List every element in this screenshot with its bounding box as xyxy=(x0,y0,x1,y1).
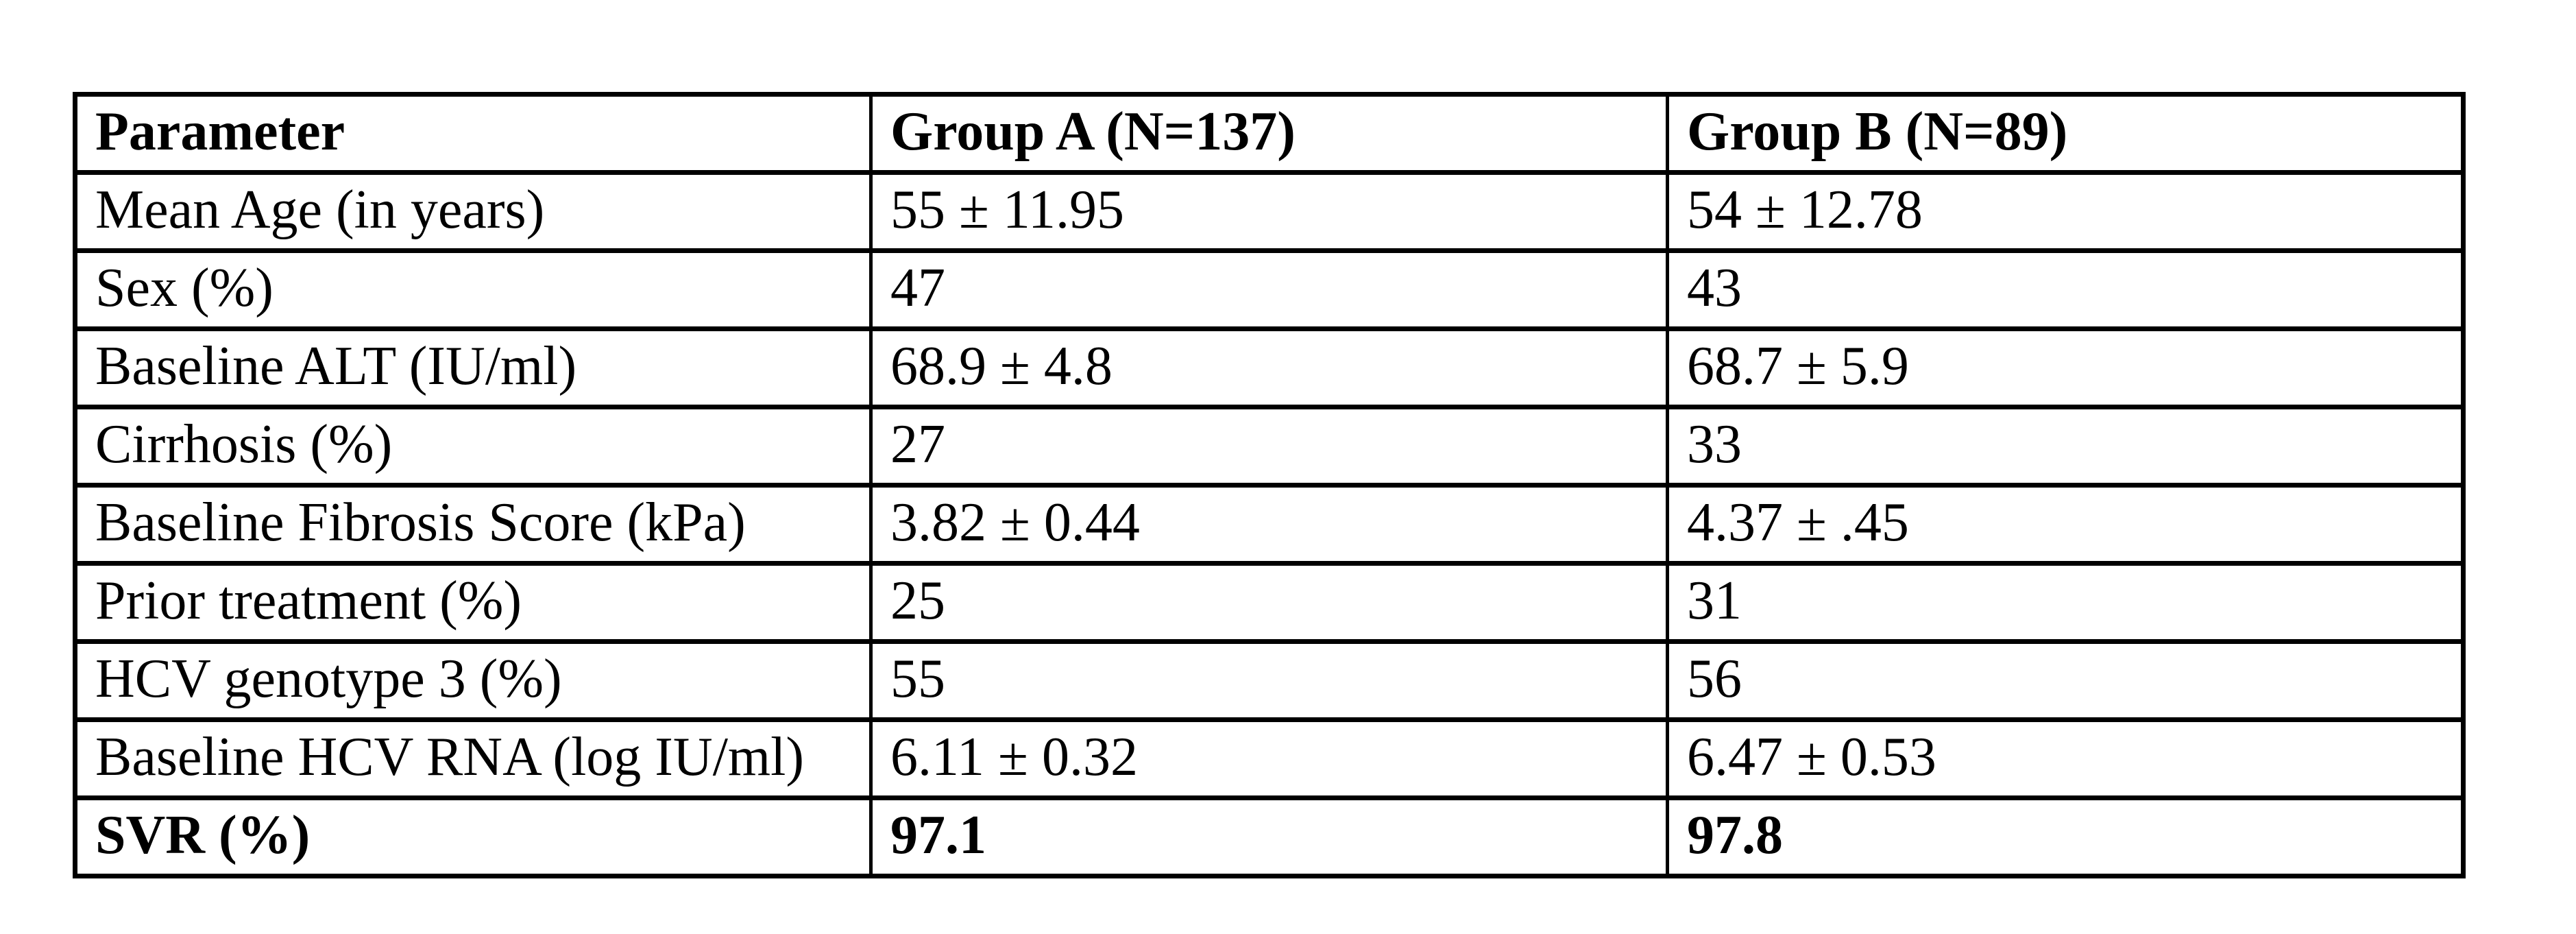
cell-group-a: 68.9 ± 4.8 xyxy=(869,326,1669,409)
table-row: HCV genotype 3 (%) 55 56 xyxy=(73,639,2465,722)
table-row: Baseline ALT (IU/ml) 68.9 ± 4.8 68.7 ± 5… xyxy=(73,326,2465,409)
table-row: Mean Age (in years) 55 ± 11.95 54 ± 12.7… xyxy=(73,170,2465,253)
table-header: Parameter Group A (N=137) Group B (N=89) xyxy=(73,92,2465,175)
table-row: Prior treatment (%) 25 31 xyxy=(73,561,2465,644)
cell-group-a: 55 xyxy=(869,639,1669,722)
cell-group-b: 6.47 ± 0.53 xyxy=(1666,717,2465,800)
cell-group-b: 43 xyxy=(1666,248,2465,331)
cell-group-b: 97.8 xyxy=(1666,795,2465,878)
table-row: Sex (%) 47 43 xyxy=(73,248,2465,331)
cell-group-a: 47 xyxy=(869,248,1669,331)
cell-parameter: Mean Age (in years) xyxy=(73,170,873,253)
cell-parameter: HCV genotype 3 (%) xyxy=(73,639,873,722)
cell-group-b: 4.37 ± .45 xyxy=(1666,483,2465,566)
cell-parameter: Sex (%) xyxy=(73,248,873,331)
cell-group-a: 27 xyxy=(869,405,1669,488)
table-row: Cirrhosis (%) 27 33 xyxy=(73,405,2465,488)
cell-group-a: 25 xyxy=(869,561,1669,644)
column-header-group-b: Group B (N=89) xyxy=(1666,92,2465,175)
table-body: Mean Age (in years) 55 ± 11.95 54 ± 12.7… xyxy=(73,170,2465,878)
cell-parameter: Cirrhosis (%) xyxy=(73,405,873,488)
cell-parameter: SVR (%) xyxy=(73,795,873,878)
table-row: Baseline Fibrosis Score (kPa) 3.82 ± 0.4… xyxy=(73,483,2465,566)
table-row-svr: SVR (%) 97.1 97.8 xyxy=(73,795,2465,878)
baseline-characteristics-table: Parameter Group A (N=137) Group B (N=89)… xyxy=(73,92,2466,878)
cell-parameter: Baseline HCV RNA (log IU/ml) xyxy=(73,717,873,800)
cell-group-b: 68.7 ± 5.9 xyxy=(1666,326,2465,409)
baseline-characteristics-table-container: Parameter Group A (N=137) Group B (N=89)… xyxy=(73,92,2466,878)
cell-group-b: 31 xyxy=(1666,561,2465,644)
cell-group-a: 3.82 ± 0.44 xyxy=(869,483,1669,566)
cell-group-b: 33 xyxy=(1666,405,2465,488)
cell-group-a: 55 ± 11.95 xyxy=(869,170,1669,253)
cell-group-b: 56 xyxy=(1666,639,2465,722)
cell-group-a: 6.11 ± 0.32 xyxy=(869,717,1669,800)
cell-group-a: 97.1 xyxy=(869,795,1669,878)
cell-parameter: Prior treatment (%) xyxy=(73,561,873,644)
header-row: Parameter Group A (N=137) Group B (N=89) xyxy=(73,92,2465,175)
table-row: Baseline HCV RNA (log IU/ml) 6.11 ± 0.32… xyxy=(73,717,2465,800)
column-header-parameter: Parameter xyxy=(73,92,873,175)
cell-parameter: Baseline ALT (IU/ml) xyxy=(73,326,873,409)
column-header-group-a: Group A (N=137) xyxy=(869,92,1669,175)
cell-group-b: 54 ± 12.78 xyxy=(1666,170,2465,253)
cell-parameter: Baseline Fibrosis Score (kPa) xyxy=(73,483,873,566)
